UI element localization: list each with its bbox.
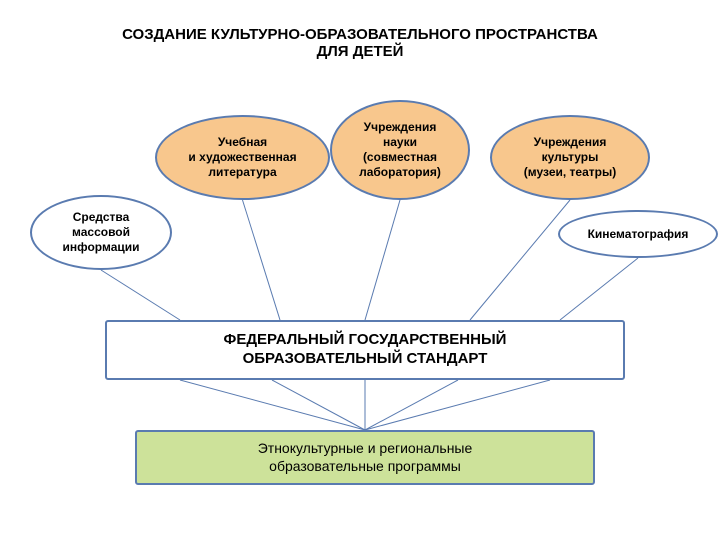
node-literature-label: Учебная и художественная литература [188,135,296,180]
node-media-label: Средства массовой информации [63,210,140,255]
node-literature: Учебная и художественная литература [155,115,330,200]
node-culture: Учреждения культуры (музеи, театры) [490,115,650,200]
node-ethno-label: Этнокультурные и региональные образовате… [258,440,473,475]
node-science: Учреждения науки (совместная лаборатория… [330,100,470,200]
diagram-title: СОЗДАНИЕ КУЛЬТУРНО-ОБРАЗОВАТЕЛЬНОГО ПРОС… [0,26,720,60]
node-media: Средства массовой информации [30,195,172,270]
node-fgos: ФЕДЕРАЛЬНЫЙ ГОСУДАРСТВЕННЫЙ ОБРАЗОВАТЕЛЬ… [105,320,625,380]
node-science-label: Учреждения науки (совместная лаборатория… [359,120,441,180]
node-fgos-label: ФЕДЕРАЛЬНЫЙ ГОСУДАРСТВЕННЫЙ ОБРАЗОВАТЕЛЬ… [224,331,507,369]
title-line2: ДЛЯ ДЕТЕЙ [0,43,720,60]
node-cinema-label: Кинематография [588,227,689,242]
node-culture-label: Учреждения культуры (музеи, театры) [524,135,616,180]
diagram-canvas: СОЗДАНИЕ КУЛЬТУРНО-ОБРАЗОВАТЕЛЬНОГО ПРОС… [0,0,720,540]
node-cinema: Кинематография [558,210,718,258]
node-ethno: Этнокультурные и региональные образовате… [135,430,595,485]
title-line1: СОЗДАНИЕ КУЛЬТУРНО-ОБРАЗОВАТЕЛЬНОГО ПРОС… [0,26,720,43]
